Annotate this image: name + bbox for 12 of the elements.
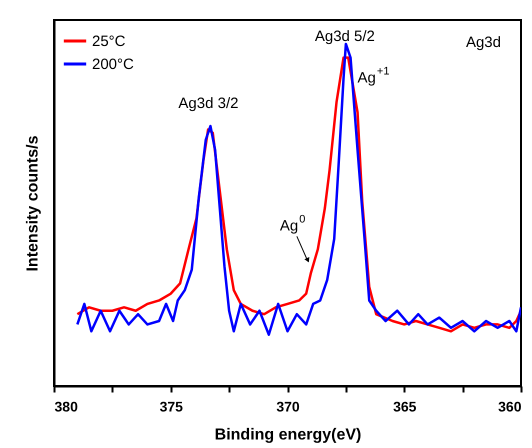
annotation: Ag3d 3/2 [178, 95, 238, 112]
annotation: Ag3d 5/2 [314, 28, 375, 45]
legend-label: 25°C [92, 33, 126, 50]
y-axis-title: Intensity counts/s [24, 135, 42, 272]
x-axis-title: Binding energy(eV) [214, 426, 362, 444]
annotation: Ag3d [466, 34, 501, 51]
x-tick-label: 380 [54, 398, 78, 414]
x-tick-label: 375 [160, 398, 184, 414]
x-tick-label: 370 [276, 398, 300, 414]
x-tick-label: 360 [498, 398, 522, 414]
x-tick-label: 365 [393, 398, 417, 414]
legend-label: 200°C [92, 56, 134, 73]
